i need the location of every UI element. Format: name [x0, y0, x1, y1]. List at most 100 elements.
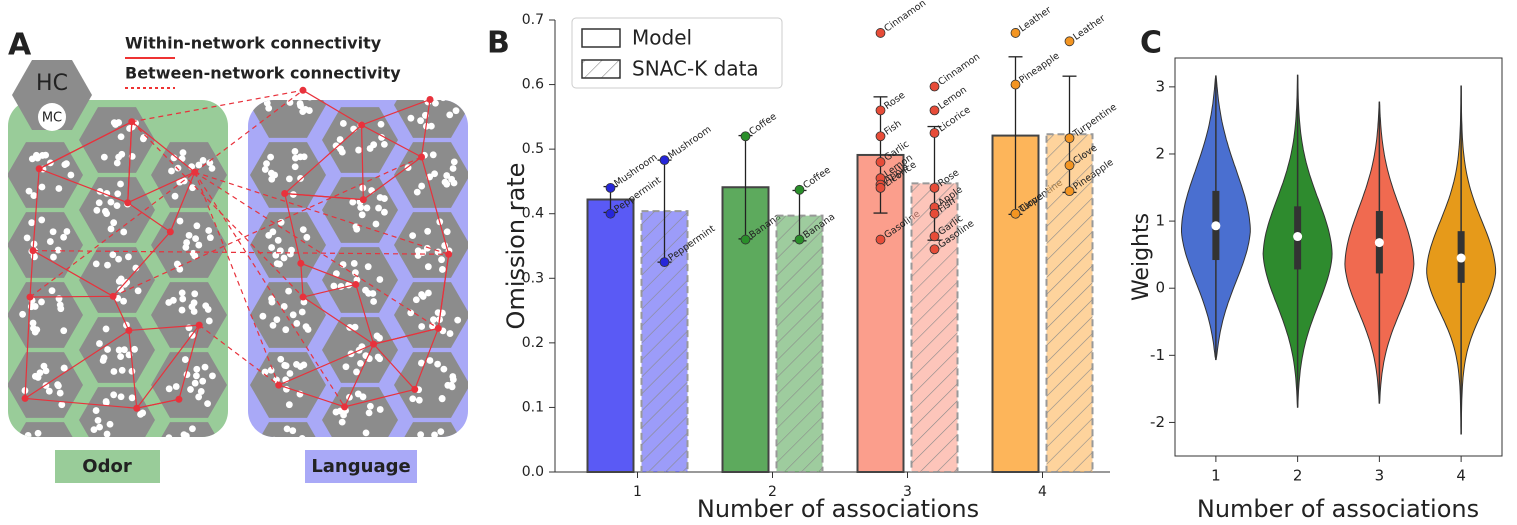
odor-point — [1064, 36, 1075, 47]
unit — [207, 461, 214, 468]
unit — [23, 234, 31, 242]
between-link — [29, 89, 304, 298]
unit — [303, 233, 311, 241]
unit — [339, 261, 347, 268]
unit — [115, 346, 123, 354]
unit — [300, 153, 308, 161]
x-axis-label: Number of associations — [697, 495, 979, 523]
group-box — [305, 450, 417, 483]
within-link — [437, 254, 450, 329]
within-link — [24, 329, 130, 399]
unit — [271, 440, 278, 447]
within-link — [300, 263, 304, 298]
unit — [358, 211, 366, 219]
unit — [37, 452, 44, 459]
unit — [46, 238, 54, 245]
legend-label: Model — [632, 26, 692, 50]
unit — [202, 302, 210, 310]
unit — [54, 246, 62, 254]
unit — [38, 216, 46, 224]
unit — [268, 295, 275, 303]
unit — [118, 150, 126, 158]
within-link — [300, 262, 357, 286]
within-link — [302, 283, 356, 298]
unit — [413, 188, 421, 196]
within-link — [127, 171, 195, 204]
unit — [169, 296, 177, 304]
odor-point — [1064, 133, 1075, 144]
unit — [61, 161, 69, 168]
within-link — [302, 296, 374, 345]
odor-point — [875, 28, 886, 38]
unit — [193, 455, 200, 462]
unit — [336, 136, 344, 143]
unit — [117, 353, 125, 361]
odor-label: Cinnamon — [882, 0, 928, 34]
unit — [106, 420, 114, 428]
node — [166, 228, 174, 236]
unit — [270, 436, 278, 437]
y-tick-label: 0.4 — [522, 206, 544, 222]
node — [299, 86, 307, 94]
unit — [103, 430, 111, 437]
unit — [34, 154, 41, 162]
plot-frame — [1174, 57, 1503, 457]
odor-point — [1064, 186, 1075, 197]
unit — [48, 287, 56, 295]
unit — [51, 443, 58, 450]
unit — [409, 395, 417, 403]
unit — [199, 377, 207, 385]
within-link — [414, 328, 439, 390]
unit — [28, 155, 36, 163]
unit — [359, 393, 367, 401]
within-link — [136, 324, 200, 409]
unit — [338, 418, 346, 426]
within-link — [284, 193, 302, 264]
unit — [132, 264, 140, 272]
odor-point — [875, 182, 886, 193]
y-tick-label: 0.7 — [522, 12, 544, 28]
node — [359, 196, 367, 204]
odor-point — [1010, 208, 1021, 219]
within-link — [178, 324, 200, 400]
node — [133, 404, 141, 412]
unit — [131, 345, 138, 353]
x-tick-label: 3 — [903, 484, 912, 500]
within-link — [355, 284, 375, 345]
unit — [162, 456, 169, 463]
unit — [419, 83, 426, 90]
node — [426, 96, 434, 104]
between-link — [194, 171, 346, 408]
unit — [349, 198, 357, 206]
median — [1374, 238, 1384, 248]
node — [358, 121, 366, 129]
within-link — [128, 330, 138, 409]
unit — [407, 309, 415, 317]
unit — [175, 437, 182, 444]
y-tick-label: 0.6 — [522, 77, 544, 93]
unit — [376, 276, 384, 283]
unit — [434, 452, 441, 459]
panel-label: A — [8, 28, 32, 63]
unit — [282, 326, 290, 334]
between-link — [198, 324, 280, 386]
within-link — [278, 343, 374, 386]
legend-swatch — [581, 28, 621, 48]
unit — [274, 236, 282, 244]
unit — [118, 366, 126, 374]
node — [370, 340, 378, 348]
unit — [370, 298, 378, 305]
within-link — [127, 121, 133, 203]
unit — [195, 161, 203, 169]
unit — [273, 260, 281, 268]
unit — [165, 434, 173, 437]
unit — [432, 454, 439, 461]
within-link — [136, 398, 180, 409]
unit — [273, 87, 280, 94]
unit — [417, 117, 424, 125]
panel-label: C — [1140, 26, 1162, 61]
odor-point — [929, 105, 940, 116]
unit — [273, 316, 281, 324]
unit — [436, 470, 443, 477]
